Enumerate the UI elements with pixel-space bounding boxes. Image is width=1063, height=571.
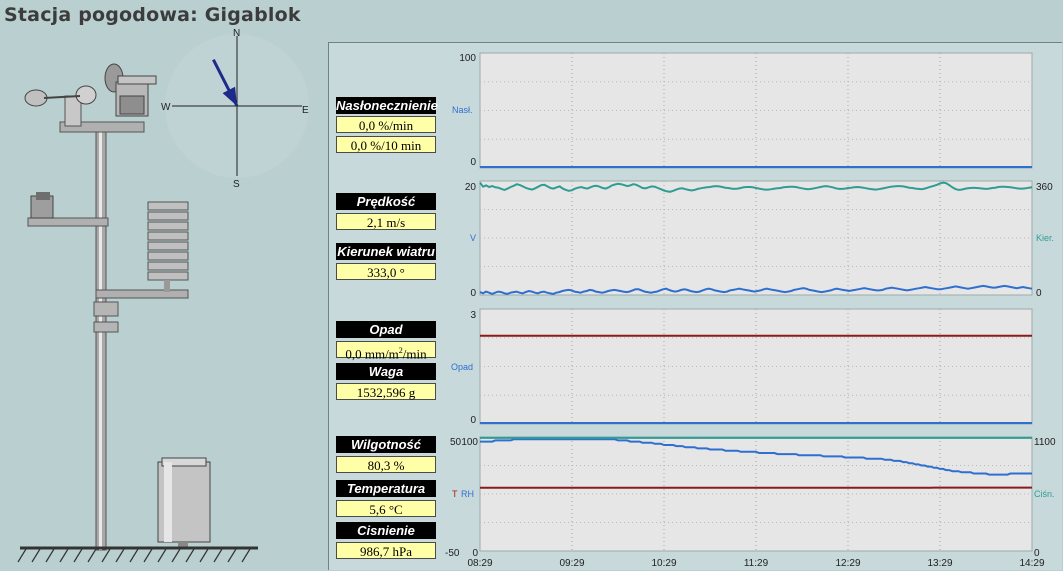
compass-north-label: N: [233, 28, 240, 39]
chart-4-rh-axis-name: RH: [461, 489, 474, 499]
wilgotnosc-label: Wilgotność: [336, 436, 436, 453]
chart-4-t-axis-name: T: [452, 489, 458, 499]
temperatura-label: Temperatura: [336, 480, 436, 497]
opad-label: Opad: [336, 321, 436, 338]
compass: N E S W: [161, 28, 309, 190]
time-axis-label-6: 13:29: [927, 558, 952, 569]
temperatura-value: 5,6 °C: [336, 500, 436, 517]
time-axis-label-3: 10:29: [651, 558, 676, 569]
compass-south-label: S: [233, 179, 240, 190]
chart-1-axis-name: Nasł.: [452, 105, 473, 115]
compass-east-label: E: [302, 105, 309, 116]
chart-2-right-ymin-label: 0: [1036, 288, 1042, 299]
chart-3-axis-name: Opad: [451, 362, 473, 372]
time-axis-label-7: 14:29: [1019, 558, 1044, 569]
opad-value-unit: /min: [402, 346, 427, 362]
kierunek-wiatru-value: 333,0 °: [336, 263, 436, 280]
wilgotnosc-value: 80,3 %: [336, 456, 436, 473]
chart-4-t-max-label: 50: [450, 437, 462, 448]
time-axis-label-5: 12:29: [835, 558, 860, 569]
chart-3-ymax-label: 3: [470, 310, 476, 321]
cisnienie-label: Cisnienie: [336, 522, 436, 539]
waga-value: 1532,596 g: [336, 383, 436, 400]
waga-label: Waga: [336, 363, 436, 380]
chart-4-rh-min-label: 0: [472, 548, 478, 559]
chart-4-p-max-label: 1100: [1034, 437, 1056, 448]
chart-2-ymax-label: 20: [465, 182, 477, 193]
kierunek-wiatru-label: Kierunek wiatru: [336, 243, 436, 260]
chart-4-p-axis-name: Ciśn.: [1034, 489, 1055, 499]
time-axis-label-4: 11:29: [744, 558, 769, 569]
chart-1-ymin-label: 0: [470, 157, 476, 168]
predkosc-wiatru-value: 2,1 m/s: [336, 213, 436, 230]
chart-1-ymax-label: 100: [459, 53, 476, 64]
naslonecznienie-label: Nasłonecznienie: [336, 97, 438, 114]
weather-station-illustration: N E S W: [17, 28, 309, 563]
wind-direction-arrow-icon: [212, 58, 239, 107]
opad-value-exponent: 2: [398, 346, 403, 355]
time-axis-label-2: 09:29: [559, 558, 584, 569]
chart-2-right-ymax-label: 360: [1036, 182, 1053, 193]
chart-4-t-min-label: -50: [445, 548, 460, 559]
chart-3-ymin-label: 0: [470, 415, 476, 426]
chart-4-p-min-label: 0: [1034, 548, 1040, 559]
time-axis-label-1: 08:29: [467, 558, 492, 569]
chart-4-rh-max-label: 100: [461, 437, 478, 448]
window-title: Stacja pogodowa: Gigablok: [4, 4, 301, 26]
cisnienie-value: 986,7 hPa: [336, 542, 436, 559]
chart-2-right-axis-name: Kier.: [1036, 233, 1054, 243]
naslonecznienie-value-min: 0,0 %/min: [336, 116, 436, 133]
chart-2-series-2-line: [479, 284, 1033, 295]
opad-value-main: 0,0 mm/m: [345, 346, 399, 362]
chart-4-series-1-line: [480, 438, 1032, 476]
chart-2-series-1-line: [479, 181, 1033, 193]
naslonecznienie-value-10min: 0,0 %/10 min: [336, 136, 436, 153]
chart-2-ymin-label: 0: [470, 288, 476, 299]
compass-west-label: W: [161, 102, 171, 113]
chart-2-left-axis-name: V: [470, 233, 476, 243]
opad-value: 0,0 mm/m2/min: [336, 341, 436, 362]
mast-icon: [17, 63, 258, 563]
